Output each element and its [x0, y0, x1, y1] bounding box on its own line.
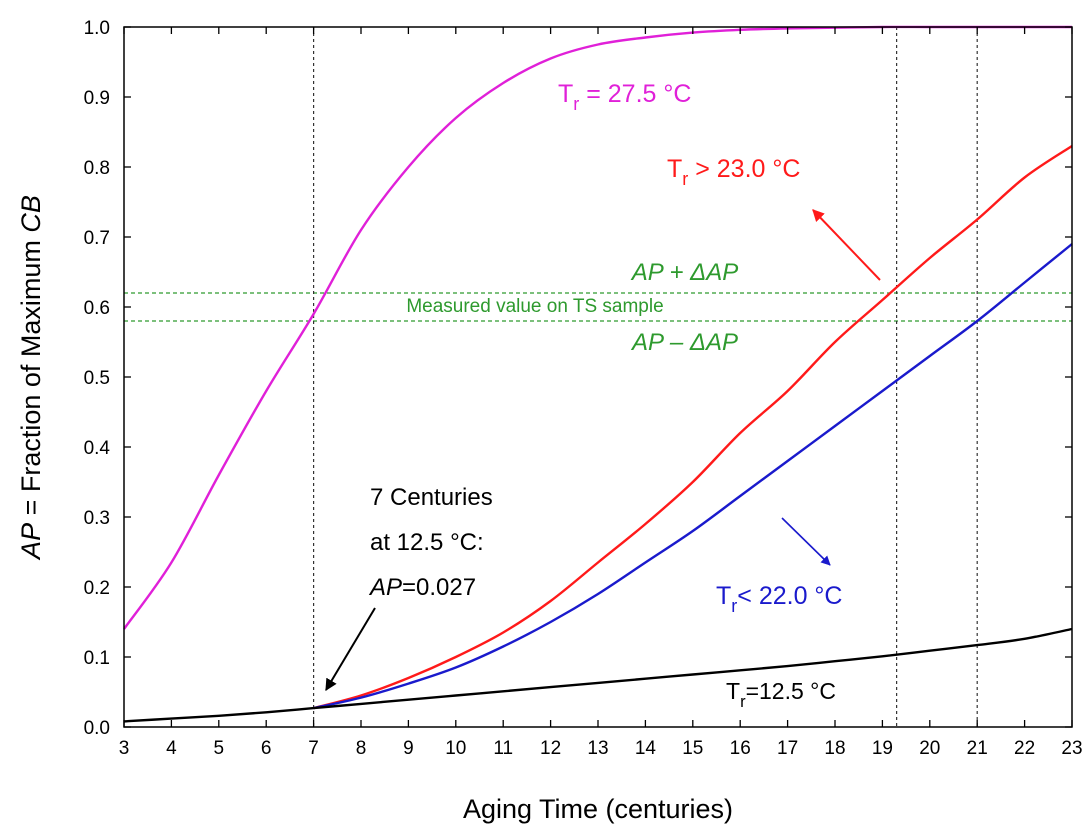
- ticks-layer: 3 4 5 6 7 8 9 10 11 12 13 14 15 16 17 18 19 20 21 22 23 0.0 0.…: [84, 18, 1083, 759]
- x-tick-label: 20: [919, 738, 940, 759]
- centuries-line-3-ap: AP: [368, 574, 402, 601]
- y-tick-label: 0.6: [84, 298, 110, 319]
- series-label-rest: < 22.0 °C: [737, 582, 842, 610]
- x-tick-label: 6: [261, 738, 272, 759]
- x-tick-label: 19: [872, 738, 893, 759]
- y-tick-label: 0.5: [84, 368, 110, 389]
- ap-plus-label: AP + ΔAP: [630, 259, 739, 286]
- x-tick-label: 10: [445, 738, 466, 759]
- x-tick-label: 3: [119, 738, 130, 759]
- series-label-main: T: [716, 582, 731, 610]
- series-label-rest: = 27.5 °C: [579, 80, 691, 108]
- centuries-line-1: 7 Centuries: [370, 484, 493, 511]
- x-tick-label: 21: [967, 738, 988, 759]
- x-tick-label: 23: [1061, 738, 1082, 759]
- red-arrow: [812, 209, 881, 281]
- y-axis-title: AP = Fraction of Maximum CB: [16, 195, 46, 561]
- series-label-main: T: [558, 80, 573, 108]
- x-tick-label: 22: [1014, 738, 1035, 759]
- x-tick-label: 14: [635, 738, 657, 759]
- series-label-rest: > 23.0 °C: [688, 155, 800, 183]
- ap-minus-label: AP – ΔAP: [630, 329, 738, 356]
- series-label-2: Tr< 22.0 °C: [716, 582, 842, 616]
- x-tick-label: 17: [777, 738, 798, 759]
- y-tick-label: 0.9: [84, 88, 110, 109]
- series-label-sub: r: [682, 169, 688, 189]
- x-tick-label: 8: [356, 738, 367, 759]
- x-tick-label: 9: [403, 738, 414, 759]
- y-tick-label: 0.7: [84, 228, 110, 249]
- centuries-line-2: at 12.5 °C:: [370, 529, 484, 556]
- series-label-3: Tr=12.5 °C: [726, 678, 836, 711]
- x-tick-label: 4: [166, 738, 177, 759]
- series-label-1: Tr > 23.0 °C: [667, 155, 800, 189]
- y-tick-label: 0.8: [84, 158, 110, 179]
- series-label-sub: r: [573, 94, 579, 114]
- series-label-sub: r: [740, 692, 746, 711]
- reference-lines: [124, 27, 1072, 727]
- x-tick-label: 13: [587, 738, 608, 759]
- y-tick-label: 0.3: [84, 508, 110, 529]
- axes-layer: Aging Time (centuries) AP = Fraction of M…: [16, 26, 1073, 824]
- x-tick-label: 7: [308, 738, 319, 759]
- y-axis-title-ap: AP: [16, 523, 46, 561]
- y-axis-title-cb: CB: [16, 195, 46, 233]
- y-axis-title-mid: = Fraction of Maximum: [16, 233, 46, 523]
- centuries-line-3-value: =0.027: [402, 574, 476, 601]
- y-tick-label: 0.2: [84, 578, 110, 599]
- series-label-sub: r: [731, 596, 737, 616]
- y-tick-label: 0.1: [84, 648, 110, 669]
- x-tick-label: 15: [682, 738, 703, 759]
- blue-arrow: [781, 517, 831, 566]
- y-tick-label: 1.0: [84, 18, 110, 39]
- x-tick-label: 5: [214, 738, 225, 759]
- black-arrow: [325, 607, 376, 692]
- measured-label: Measured value on TS sample: [406, 296, 663, 317]
- x-axis-title: Aging Time (centuries): [463, 794, 733, 824]
- x-tick-label: 16: [730, 738, 751, 759]
- series-line-1: [313, 145, 1073, 710]
- series-label-main: T: [726, 678, 740, 704]
- y-tick-label: 0.0: [84, 718, 110, 739]
- x-tick-label: 18: [824, 738, 845, 759]
- annotation-layer: Tr = 27.5 °CTr > 23.0 °CTr< 22.0 °CTr=12…: [325, 80, 881, 711]
- series-label-0: Tr = 27.5 °C: [558, 80, 691, 114]
- series-label-main: T: [667, 155, 682, 183]
- series-label-rest: =12.5 °C: [746, 678, 836, 704]
- y-tick-label: 0.4: [84, 438, 111, 459]
- x-tick-label: 11: [493, 738, 513, 759]
- series-line-2: [313, 243, 1073, 710]
- series-line-3: [123, 627, 1073, 723]
- x-tick-label: 12: [540, 738, 561, 759]
- centuries-line-3: AP=0.027: [368, 574, 476, 601]
